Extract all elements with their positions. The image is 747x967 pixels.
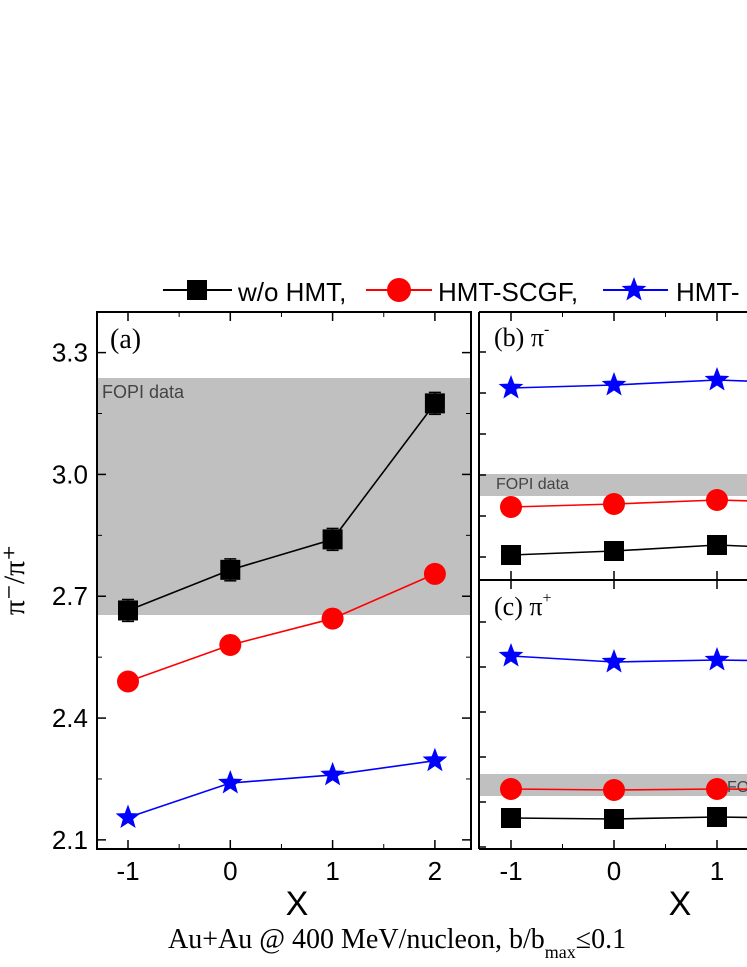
legend-entry-hmt-scgf: HMT-SCGF, [366, 277, 578, 307]
fopi-band [98, 378, 470, 615]
legend-label: HMT- [676, 277, 740, 307]
panel-label-sup: - [544, 321, 549, 338]
circle-marker [500, 496, 522, 518]
series-line [127, 759, 436, 819]
plot-frame [96, 311, 472, 850]
panel-a-series [115, 391, 448, 829]
square-marker [322, 529, 343, 550]
circle-marker [321, 607, 344, 630]
band-label: FOPI data [102, 382, 185, 402]
panel-label: (a) [110, 324, 141, 355]
square-marker [501, 808, 521, 828]
star-marker [320, 761, 345, 786]
y-tick-label: 2.4 [52, 703, 88, 733]
legend-star-marker [621, 277, 647, 301]
series-line [510, 816, 747, 820]
square-marker [604, 541, 624, 561]
panel-label: (c) π+ [494, 590, 552, 621]
square-marker [707, 807, 727, 827]
series-line [510, 788, 747, 791]
caption-sub: max [545, 942, 576, 962]
star-marker [217, 770, 243, 794]
star-marker [704, 647, 730, 671]
series-line [127, 402, 436, 612]
circle-marker [219, 633, 242, 656]
panel-b: FOPI data (b) π- [478, 311, 747, 581]
square-marker [118, 600, 138, 621]
series-line [127, 573, 436, 683]
star-marker [115, 804, 141, 829]
series-line [510, 655, 747, 663]
star-marker [601, 649, 627, 673]
square-marker [707, 535, 727, 555]
legend-circle-marker [387, 278, 411, 302]
star-marker [422, 747, 448, 772]
x-axis-label: X [669, 885, 692, 923]
circle-marker [117, 670, 139, 693]
circle-marker [603, 493, 625, 515]
caption-tail: ≤0.1 [576, 924, 626, 955]
series-line [510, 379, 747, 389]
x-tick-label: 2 [428, 856, 442, 886]
star-marker [498, 375, 524, 399]
circle-marker [423, 562, 446, 585]
circle-marker [706, 778, 728, 800]
x-tick-label: 1 [710, 856, 724, 886]
series-line [510, 499, 747, 508]
panel-a-ticks: 2.1 2.4 2.7 3.0 3.3 -1 0 1 2 [52, 312, 471, 886]
panel-label-text: (c) π [494, 592, 542, 621]
x-tick-label: 1 [325, 856, 339, 886]
panel-b-series [498, 367, 747, 565]
y-tick-label: 2.1 [52, 825, 88, 855]
x-tick-label: 0 [607, 856, 621, 886]
star-marker [498, 643, 524, 667]
panel-a: FOPI data 2.1 2.4 2.7 3.0 3.3 -1 0 1 2 (a) X π⁻/… [0, 311, 472, 923]
legend-square-marker [187, 280, 207, 300]
square-marker [220, 559, 241, 580]
x-tick-label: 0 [223, 856, 237, 886]
band-label: FOPI data [496, 476, 569, 493]
legend-label: w/o HMT, [237, 277, 346, 307]
caption-main: Au+Au @ 400 MeV/nucleon, b/b [168, 924, 545, 955]
panel-label-text: (b) π [494, 323, 544, 352]
star-marker [704, 367, 730, 391]
panel-bc-ticks: -1 0 1 [479, 312, 724, 886]
legend-entry-wo-hmt: w/o HMT, [163, 277, 346, 307]
y-tick-label: 3.0 [52, 459, 88, 489]
panel-c: FO (c) π+ -1 0 1 X [478, 312, 747, 923]
y-axis-label: π⁻/π⁺ [0, 545, 31, 615]
circle-marker [603, 779, 625, 801]
y-tick-label: 2.7 [52, 581, 88, 611]
band-label: FO [727, 779, 747, 796]
x-axis-label: X [286, 885, 309, 923]
square-marker [604, 809, 624, 829]
legend-entry-hmt: HMT- [603, 277, 740, 307]
circle-marker [706, 489, 728, 511]
legend-label: HMT-SCGF, [438, 277, 578, 307]
square-marker [424, 393, 445, 414]
panel-c-series [498, 643, 747, 829]
star-marker [601, 372, 627, 396]
panel-label: (b) π- [494, 321, 549, 352]
series-line [510, 544, 747, 556]
circle-marker [500, 778, 522, 800]
figure-caption: Au+Au @ 400 MeV/nucleon, b/bmax≤0.1 [168, 924, 626, 962]
square-marker [501, 545, 521, 565]
y-tick-label: 3.3 [52, 338, 88, 368]
fopi-band [480, 474, 747, 496]
x-tick-label: -1 [499, 856, 522, 886]
legend: w/o HMT, HMT-SCGF, HMT- [163, 277, 740, 307]
panel-label-sup: + [542, 590, 551, 607]
x-tick-label: -1 [116, 856, 139, 886]
